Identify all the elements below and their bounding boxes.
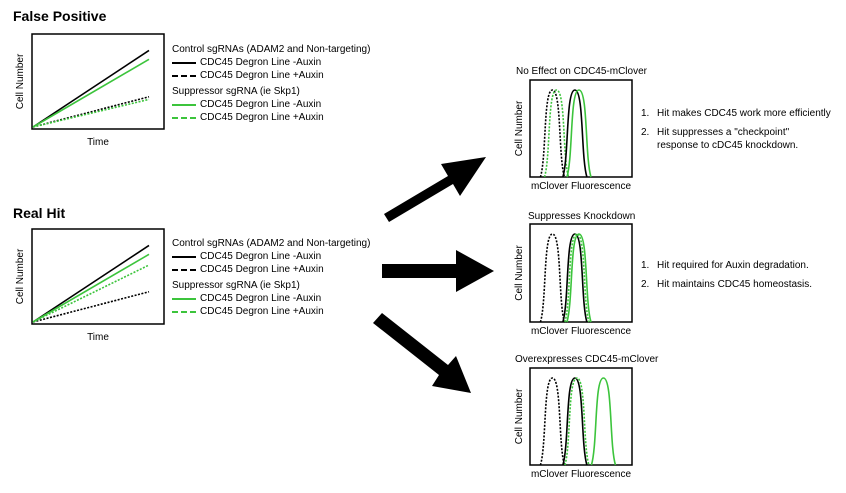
histogram-peak bbox=[543, 89, 570, 178]
x-axis-label: Time bbox=[87, 332, 109, 343]
series-line bbox=[32, 264, 150, 323]
histogram-peak bbox=[564, 377, 590, 466]
series-line bbox=[32, 95, 150, 128]
histogram-peak bbox=[590, 377, 617, 466]
histogram-peak bbox=[539, 233, 566, 323]
notes-suppresses: 1. Hit required for Auxin degradation. 2.… bbox=[641, 259, 812, 297]
series-line bbox=[32, 244, 150, 323]
legend-entry: CDC45 Degron Line -Auxin bbox=[172, 250, 370, 263]
series-line bbox=[32, 290, 150, 323]
line-chart-frame bbox=[31, 228, 165, 325]
x-axis-label: mClover Fluorescence bbox=[531, 326, 631, 337]
legend-entry: CDC45 Degron Line +Auxin bbox=[172, 111, 370, 124]
legend-entry: CDC45 Degron Line +Auxin bbox=[172, 263, 370, 276]
legend-label: CDC45 Degron Line -Auxin bbox=[200, 251, 322, 262]
series-line bbox=[32, 98, 150, 128]
y-axis-label: Cell Number bbox=[15, 53, 26, 109]
histogram-peak bbox=[564, 233, 590, 323]
histogram-title-overexpresses: Overexpresses CDC45-mClover bbox=[515, 354, 659, 365]
line-chart-frame bbox=[31, 33, 165, 130]
legend-entry: CDC45 Degron Line +Auxin bbox=[172, 305, 370, 318]
legend-false-positive: Control sgRNAs (ADAM2 and Non-targeting)… bbox=[172, 43, 370, 124]
notes-no-effect: 1. Hit makes CDC45 work more efficiently … bbox=[641, 107, 831, 158]
legend-swatch-green-solid bbox=[172, 103, 196, 106]
legend-label: CDC45 Degron Line +Auxin bbox=[200, 264, 324, 275]
note-item: 1. Hit required for Auxin degradation. bbox=[641, 260, 809, 271]
legend-label: CDC45 Degron Line +Auxin bbox=[200, 112, 324, 123]
flow-arrow-2 bbox=[382, 250, 494, 292]
histogram-peak bbox=[566, 89, 592, 178]
legend-entry: CDC45 Degron Line -Auxin bbox=[172, 292, 370, 305]
legend-swatch-green-dashed bbox=[172, 310, 196, 313]
note-item: 1. Hit makes CDC45 work more efficiently bbox=[641, 108, 831, 119]
y-axis-label: Cell Number bbox=[15, 248, 26, 304]
x-axis-label: Time bbox=[87, 137, 109, 148]
legend-label: CDC45 Degron Line -Auxin bbox=[200, 57, 322, 68]
legend-control-title: Control sgRNAs (ADAM2 and Non-targeting) bbox=[172, 238, 371, 249]
legend-swatch-black-solid bbox=[172, 255, 196, 258]
legend-label: CDC45 Degron Line +Auxin bbox=[200, 70, 324, 81]
histogram-frame bbox=[529, 79, 633, 178]
x-axis-label: mClover Fluorescence bbox=[531, 181, 631, 192]
y-axis-label: Cell Number bbox=[514, 100, 525, 156]
legend-suppressor-title: Suppressor sgRNA (ie Skp1) bbox=[172, 280, 300, 291]
legend-swatch-black-solid bbox=[172, 61, 196, 64]
note-item: 2. Hit suppresses a "checkpoint" response… bbox=[641, 127, 799, 151]
legend-swatch-black-dashed bbox=[172, 74, 196, 77]
legend-entry: CDC45 Degron Line +Auxin bbox=[172, 69, 370, 82]
legend-label: CDC45 Degron Line -Auxin bbox=[200, 293, 322, 304]
histogram-peak bbox=[539, 377, 566, 466]
histogram-peak bbox=[566, 233, 592, 323]
legend-entry: CDC45 Degron Line -Auxin bbox=[172, 56, 370, 69]
histogram-peak bbox=[562, 377, 588, 466]
y-axis-label: Cell Number bbox=[514, 388, 525, 444]
panel-heading-false-positive: False Positive bbox=[13, 8, 107, 24]
histogram-title-suppresses: Suppresses Knockdown bbox=[528, 211, 636, 222]
histogram-peak bbox=[562, 89, 588, 178]
legend-label: CDC45 Degron Line -Auxin bbox=[200, 99, 322, 110]
legend-control-title: Control sgRNAs (ADAM2 and Non-targeting) bbox=[172, 44, 371, 55]
histogram-title-no-effect: No Effect on CDC45-mClover bbox=[516, 66, 647, 77]
x-axis-label: mClover Fluorescence bbox=[531, 469, 631, 480]
legend-suppressor-title: Suppressor sgRNA (ie Skp1) bbox=[172, 86, 300, 97]
legend-swatch-green-solid bbox=[172, 297, 196, 300]
legend-real-hit: Control sgRNAs (ADAM2 and Non-targeting)… bbox=[172, 237, 370, 318]
y-axis-label: Cell Number bbox=[514, 245, 525, 301]
series-line bbox=[32, 253, 150, 323]
series-line bbox=[32, 58, 150, 128]
histogram-peak bbox=[539, 89, 566, 178]
legend-swatch-black-dashed bbox=[172, 268, 196, 271]
histogram-frame bbox=[529, 367, 633, 466]
flow-arrow-3 bbox=[373, 313, 471, 393]
flow-arrow-1 bbox=[384, 157, 486, 222]
legend-label: CDC45 Degron Line +Auxin bbox=[200, 306, 324, 317]
histogram-peak bbox=[562, 233, 588, 323]
legend-swatch-green-dashed bbox=[172, 116, 196, 119]
histogram-frame bbox=[529, 223, 633, 323]
note-item: 2. Hit maintains CDC45 homeostasis. bbox=[641, 279, 813, 290]
legend-entry: CDC45 Degron Line -Auxin bbox=[172, 98, 370, 111]
series-line bbox=[32, 49, 150, 128]
panel-heading-real-hit: Real Hit bbox=[13, 205, 66, 221]
